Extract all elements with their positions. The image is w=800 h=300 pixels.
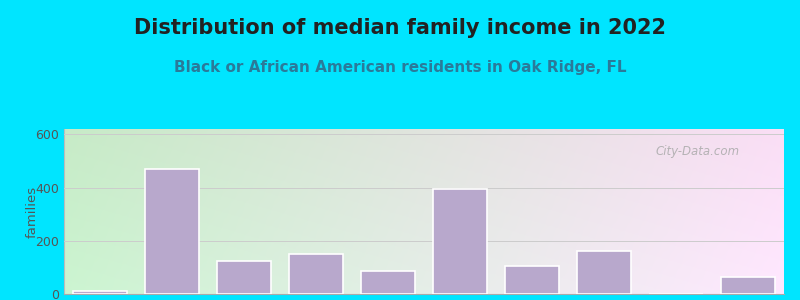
Bar bbox=[505, 266, 559, 294]
Text: Distribution of median family income in 2022: Distribution of median family income in … bbox=[134, 18, 666, 38]
Bar bbox=[361, 272, 415, 294]
Bar bbox=[577, 251, 631, 294]
Bar bbox=[73, 291, 127, 294]
Bar bbox=[721, 277, 775, 294]
Bar bbox=[433, 189, 487, 294]
Bar bbox=[289, 254, 343, 294]
Text: Black or African American residents in Oak Ridge, FL: Black or African American residents in O… bbox=[174, 60, 626, 75]
Y-axis label: families: families bbox=[26, 185, 39, 238]
Text: City-Data.com: City-Data.com bbox=[655, 146, 740, 158]
Bar bbox=[145, 169, 199, 294]
Bar bbox=[217, 261, 271, 294]
